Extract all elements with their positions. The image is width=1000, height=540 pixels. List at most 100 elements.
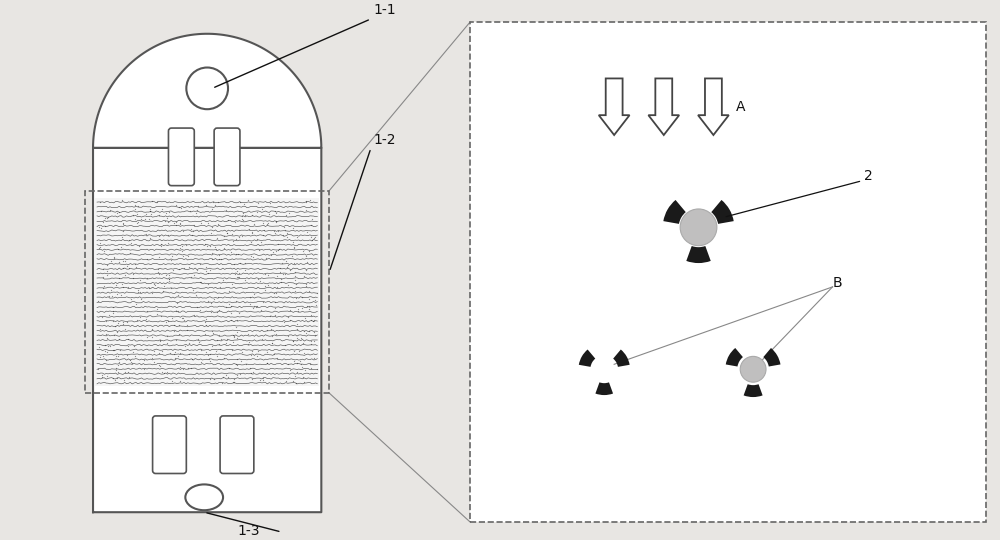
Point [133, 214, 149, 223]
Point [298, 206, 314, 214]
Point [106, 253, 122, 261]
Point [276, 222, 292, 231]
Point [265, 248, 281, 256]
Point [282, 316, 298, 325]
Point [285, 376, 301, 385]
Point [303, 340, 319, 348]
Point [144, 354, 160, 363]
Point [202, 375, 218, 384]
Point [278, 376, 294, 385]
Polygon shape [95, 198, 319, 386]
Point [131, 241, 147, 250]
Text: A: A [736, 100, 746, 114]
Point [156, 281, 172, 290]
Point [119, 261, 135, 270]
Point [303, 337, 319, 346]
Point [114, 195, 130, 204]
Text: 1-1: 1-1 [373, 3, 396, 17]
Point [303, 316, 319, 325]
Point [166, 321, 182, 329]
Point [233, 357, 249, 366]
Point [286, 244, 302, 252]
Point [280, 313, 296, 321]
Point [257, 281, 273, 290]
Point [240, 330, 256, 339]
Point [190, 335, 206, 343]
Point [142, 206, 158, 215]
Point [130, 218, 146, 227]
Point [275, 270, 291, 279]
Point [251, 245, 267, 254]
Wedge shape [613, 349, 630, 367]
Point [227, 218, 243, 226]
Point [263, 251, 279, 260]
Point [177, 342, 193, 350]
Point [174, 241, 190, 250]
Point [189, 303, 205, 312]
Point [117, 271, 133, 279]
Point [132, 288, 148, 296]
Point [272, 264, 288, 273]
Point [97, 214, 113, 222]
Point [154, 205, 170, 214]
Polygon shape [599, 78, 630, 135]
Point [110, 361, 126, 369]
Point [256, 226, 272, 234]
Point [287, 372, 303, 380]
Point [166, 219, 182, 227]
Circle shape [186, 68, 228, 109]
Point [252, 276, 268, 285]
Point [108, 364, 124, 373]
Point [289, 319, 305, 328]
Point [105, 302, 121, 311]
Point [110, 352, 126, 360]
Point [151, 349, 167, 357]
Point [97, 347, 113, 355]
Point [172, 219, 188, 228]
Point [271, 245, 287, 253]
Point [296, 377, 312, 386]
Point [92, 242, 108, 251]
Point [299, 301, 315, 310]
Point [162, 348, 178, 357]
Point [167, 354, 183, 363]
Point [278, 257, 294, 266]
Point [139, 255, 155, 264]
Point [138, 230, 154, 238]
Point [193, 219, 209, 227]
Point [299, 258, 315, 266]
Point [161, 275, 177, 284]
Wedge shape [744, 384, 763, 397]
Point [160, 231, 176, 240]
FancyBboxPatch shape [168, 128, 194, 186]
Point [245, 368, 261, 376]
Point [285, 224, 301, 233]
Point [114, 233, 130, 241]
Point [226, 332, 242, 341]
Point [160, 218, 176, 226]
Point [216, 232, 232, 241]
Point [91, 244, 107, 253]
Point [166, 350, 182, 359]
Point [180, 252, 196, 260]
Point [168, 221, 184, 230]
Text: 2: 2 [864, 168, 873, 183]
Wedge shape [663, 200, 686, 224]
Point [267, 297, 283, 306]
Point [105, 309, 121, 318]
Point [110, 245, 126, 253]
Point [287, 268, 303, 276]
Point [307, 331, 323, 340]
Point [142, 205, 158, 214]
Point [249, 302, 265, 310]
Point [188, 291, 204, 300]
Point [301, 302, 317, 310]
Point [109, 327, 125, 336]
Point [127, 205, 143, 213]
Point [154, 367, 170, 376]
Point [201, 355, 217, 363]
Point [257, 286, 273, 295]
Point [261, 210, 277, 218]
Point [241, 338, 257, 346]
Point [92, 198, 108, 207]
